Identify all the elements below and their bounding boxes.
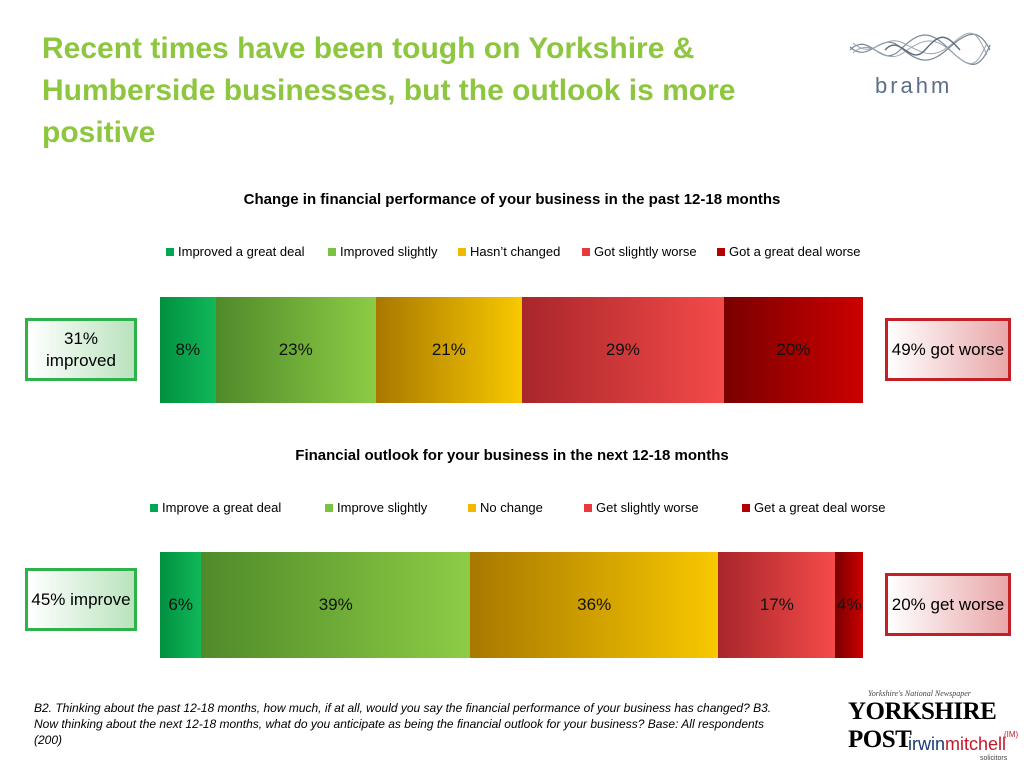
legend-swatch	[584, 503, 592, 512]
bar-segment: 23%	[215, 297, 376, 403]
legend-item: Got slightly worse	[582, 244, 697, 259]
yorkshire-post-tagline: Yorkshire's National Newspaper	[868, 689, 971, 698]
legend-item: Improved a great deal	[166, 244, 304, 259]
data-label: 36%	[577, 595, 612, 614]
brahm-logo: brahm	[845, 25, 995, 105]
stacked-bar-past: 8% 23% 21% 29% 20%	[160, 297, 863, 403]
stacked-bar-future: 6% 39% 36% 17% 4%	[160, 552, 863, 658]
bar-segment: 8%	[160, 297, 216, 403]
bar-segment: 6%	[160, 552, 202, 658]
legend-item: Improve slightly	[325, 500, 427, 515]
data-label: 20%	[776, 340, 811, 359]
footnote: B2. Thinking about the past 12-18 months…	[34, 701, 772, 747]
legend-item: Hasn’t changed	[458, 244, 560, 259]
chart-title-past: Change in financial performance of your …	[243, 191, 781, 208]
chart-title-future: Financial outlook for your business in t…	[295, 447, 729, 464]
bar-segment: 4%	[835, 552, 863, 658]
bar-segment: 29%	[521, 297, 724, 403]
legend-swatch	[582, 247, 590, 256]
bar-segment: 36%	[470, 552, 719, 658]
bar-segment: 17%	[718, 552, 836, 658]
irwin-mitchell-logo: irwinmitchell	[908, 734, 1006, 755]
legend-label: Got slightly worse	[594, 244, 697, 259]
legend-item: Improved slightly	[328, 244, 438, 259]
legend-item: Improve a great deal	[150, 500, 281, 515]
callout-future-improve: 45% improve	[25, 568, 137, 631]
legend-label: Got a great deal worse	[729, 244, 861, 259]
im-part1: irwin	[908, 734, 946, 754]
im-subtitle: solicitors	[980, 755, 1008, 762]
data-label: 29%	[605, 340, 640, 359]
brahm-wave-icon	[849, 32, 991, 65]
data-label: 23%	[278, 340, 313, 359]
yorkshire-post-logo: YORKSHIRE POST	[848, 698, 997, 753]
callout-past-improved: 31% improved	[25, 318, 137, 381]
legend-item: No change	[468, 500, 543, 515]
legend-label: Improved a great deal	[178, 244, 305, 259]
legend-label: Improve slightly	[337, 500, 428, 515]
slide-title: Recent times have been tough on Yorkshir…	[42, 32, 736, 149]
callout-past-worse-label: 49% got worse	[891, 339, 1005, 359]
callout-past-improved-label: 31% improved	[46, 328, 116, 370]
legend-swatch	[150, 503, 158, 512]
legend-swatch	[468, 503, 476, 512]
data-label: 6%	[168, 595, 193, 614]
legend-swatch	[325, 503, 333, 512]
data-label: 8%	[175, 340, 201, 359]
im-part2: mitchell	[945, 734, 1007, 754]
legend-swatch	[742, 503, 750, 512]
brahm-wordmark: brahm	[875, 73, 953, 98]
legend-label: Get a great deal worse	[754, 500, 886, 515]
legend-swatch	[166, 247, 174, 256]
im-superscript: (IM)	[1004, 730, 1019, 739]
data-label: 39%	[318, 595, 353, 614]
legend-label: Improved slightly	[340, 244, 438, 259]
legend-label: Hasn’t changed	[470, 244, 561, 259]
data-label: 21%	[431, 340, 466, 359]
legend-item: Get slightly worse	[584, 500, 699, 515]
legend-swatch	[458, 247, 466, 256]
legend-swatch	[717, 247, 725, 256]
legend-item: Get a great deal worse	[742, 500, 886, 515]
legend-label: Get slightly worse	[596, 500, 699, 515]
legend-item: Got a great deal worse	[717, 244, 861, 259]
data-label: 4%	[836, 595, 862, 614]
callout-future-worse-label: 20% get worse	[891, 594, 1005, 614]
bar-segment: 20%	[723, 297, 863, 403]
callout-future-worse: 20% get worse	[885, 573, 1011, 636]
legend-future: Improve a great deal Improve slightly No c…	[0, 500, 1024, 516]
callout-past-worse: 49% got worse	[885, 318, 1011, 381]
legend-label: Improve a great deal	[162, 500, 282, 515]
bar-segment: 39%	[201, 552, 471, 658]
callout-future-improve-label: 45% improve	[31, 589, 131, 609]
legend-swatch	[328, 247, 336, 256]
legend-label: No change	[480, 500, 543, 515]
bar-segment: 21%	[375, 297, 522, 403]
data-label: 17%	[759, 595, 794, 614]
legend-past: Improved a great deal Improved slightly Ha…	[0, 244, 1024, 260]
